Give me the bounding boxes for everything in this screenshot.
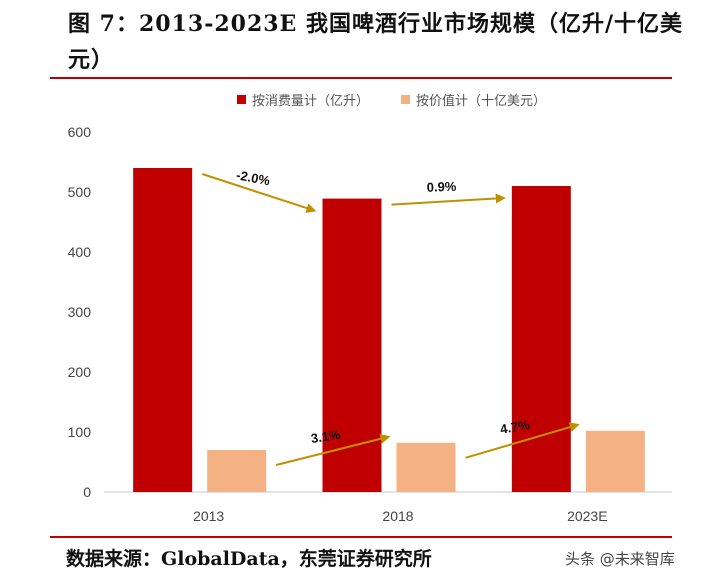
chart-title: 图 7：2013-2023E 我国啤酒行业市场规模（亿升/十亿美元） <box>68 11 684 73</box>
y-tick-label: 300 <box>68 304 92 320</box>
x-tick-label: 2018 <box>382 508 413 524</box>
x-axis: 2013 2018 2023E <box>193 508 607 524</box>
y-tick-label: 400 <box>68 244 92 260</box>
legend-swatch <box>237 95 246 104</box>
x-tick-label: 2023E <box>567 508 607 524</box>
title-divider <box>50 77 672 79</box>
x-tick-label: 2013 <box>193 508 224 524</box>
bar-volume <box>133 168 193 492</box>
y-tick-label: 0 <box>83 484 91 500</box>
growth-label: 4.7% <box>499 417 531 437</box>
growth-arrow <box>391 193 506 206</box>
legend-label: 按消费量计（亿升） <box>252 94 369 109</box>
y-tick-label: 200 <box>68 364 92 380</box>
bars <box>133 168 645 492</box>
bar-value <box>207 450 267 492</box>
watermark: 头条 @未来智库 <box>565 550 675 568</box>
source-note: 数据来源：GlobalData，东莞证券研究所 <box>66 548 432 570</box>
growth-label: 0.9% <box>426 179 457 195</box>
growth-label: -2.0% <box>235 167 272 188</box>
y-tick-label: 100 <box>68 424 92 440</box>
y-axis: 0 100 200 300 400 500 600 <box>68 124 672 500</box>
bar-volume <box>322 198 382 492</box>
bar-chart: 按消费量计（亿升） 按价值计（十亿美元） 0100200300400500600 … <box>68 93 672 524</box>
growth-label: 3.1% <box>310 427 342 446</box>
y-tick-label: 600 <box>68 124 92 140</box>
growth-annotations: -2.0% 0.9% 3.1% 4.7% <box>201 167 580 466</box>
chart-legend: 按消费量计（亿升） 按价值计（十亿美元） <box>237 93 546 109</box>
growth-arrow <box>201 173 317 213</box>
legend-swatch <box>401 95 410 104</box>
legend-label: 按价值计（十亿美元） <box>416 93 546 109</box>
bar-value <box>585 430 645 492</box>
growth-arrow <box>465 422 580 459</box>
growth-arrow <box>275 433 391 466</box>
y-tick-label: 500 <box>68 184 92 200</box>
source-divider <box>50 536 672 538</box>
bar-volume <box>511 186 571 492</box>
bar-value <box>396 442 456 492</box>
